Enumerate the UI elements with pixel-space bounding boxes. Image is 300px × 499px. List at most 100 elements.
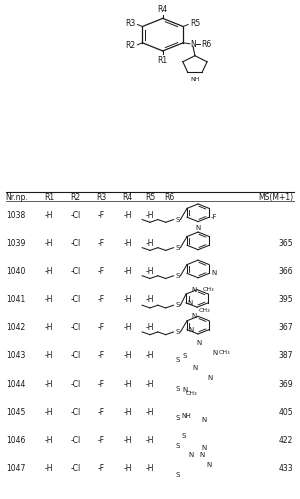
Text: -H: -H xyxy=(146,267,154,276)
Text: S: S xyxy=(176,217,180,223)
Text: N: N xyxy=(206,462,211,468)
Text: -H: -H xyxy=(146,239,154,248)
Text: CH₃: CH₃ xyxy=(219,350,231,355)
Text: 1045: 1045 xyxy=(6,408,25,417)
Text: NH: NH xyxy=(181,413,191,419)
Text: S: S xyxy=(176,273,180,279)
Text: R2: R2 xyxy=(70,193,80,202)
Text: R3: R3 xyxy=(125,19,136,28)
Text: 1047: 1047 xyxy=(6,464,25,473)
Text: N: N xyxy=(190,39,196,48)
Text: S: S xyxy=(176,415,180,421)
Text: -Cl: -Cl xyxy=(70,351,80,360)
Text: -H: -H xyxy=(123,436,132,445)
Text: -H: -H xyxy=(123,211,132,220)
Text: -Cl: -Cl xyxy=(70,408,80,417)
Text: -H: -H xyxy=(123,380,132,389)
Text: -H: -H xyxy=(146,295,154,304)
Text: R6: R6 xyxy=(201,39,211,48)
Text: S: S xyxy=(176,329,180,335)
Text: -H: -H xyxy=(123,267,132,276)
Text: MS(M+1): MS(M+1) xyxy=(258,193,293,202)
Text: -H: -H xyxy=(146,408,154,417)
Text: S: S xyxy=(176,387,180,393)
Text: -H: -H xyxy=(146,323,154,332)
Text: Nr.np.: Nr.np. xyxy=(6,193,28,202)
Text: N: N xyxy=(196,340,202,346)
Text: N: N xyxy=(212,350,218,356)
Text: 365: 365 xyxy=(279,239,293,248)
Text: 433: 433 xyxy=(279,464,293,473)
Text: -H: -H xyxy=(45,295,53,304)
Text: -Cl: -Cl xyxy=(70,464,80,473)
Text: -F: -F xyxy=(98,211,104,220)
Text: -F: -F xyxy=(98,436,104,445)
Text: N: N xyxy=(202,445,207,451)
Text: 405: 405 xyxy=(279,408,293,417)
Text: N: N xyxy=(196,225,201,231)
Text: -F: -F xyxy=(98,323,104,332)
Text: N: N xyxy=(199,452,204,458)
Text: N: N xyxy=(211,270,216,276)
Text: -H: -H xyxy=(146,380,154,389)
Text: N: N xyxy=(192,313,197,319)
Text: CH₃: CH₃ xyxy=(199,308,211,313)
Text: R1: R1 xyxy=(158,56,168,65)
Text: 1043: 1043 xyxy=(6,351,25,360)
Text: -Cl: -Cl xyxy=(70,323,80,332)
Text: 1038: 1038 xyxy=(6,211,25,220)
Text: 1044: 1044 xyxy=(6,380,25,389)
Text: -H: -H xyxy=(45,239,53,248)
Text: -H: -H xyxy=(45,323,53,332)
Text: N: N xyxy=(193,365,198,371)
Text: 1042: 1042 xyxy=(6,323,25,332)
Text: -H: -H xyxy=(45,351,53,360)
Text: -F: -F xyxy=(98,408,104,417)
Text: -H: -H xyxy=(123,239,132,248)
Text: -H: -H xyxy=(45,464,53,473)
Text: -H: -H xyxy=(45,380,53,389)
Text: 1039: 1039 xyxy=(6,239,25,248)
Text: -F: -F xyxy=(98,239,104,248)
Text: -Cl: -Cl xyxy=(70,211,80,220)
Text: R4: R4 xyxy=(158,4,168,13)
Text: S: S xyxy=(176,443,180,449)
Text: -H: -H xyxy=(146,211,154,220)
Text: 422: 422 xyxy=(279,436,293,445)
Text: N: N xyxy=(183,387,188,393)
Text: CH₃: CH₃ xyxy=(186,391,198,396)
Text: 369: 369 xyxy=(279,380,293,389)
Text: S: S xyxy=(176,357,180,363)
Text: -H: -H xyxy=(123,295,132,304)
Text: -Cl: -Cl xyxy=(70,436,80,445)
Text: 1040: 1040 xyxy=(6,267,25,276)
Text: R3: R3 xyxy=(96,193,106,202)
Text: R4: R4 xyxy=(122,193,133,202)
Text: -Cl: -Cl xyxy=(70,380,80,389)
Text: 367: 367 xyxy=(279,323,293,332)
Text: -Cl: -Cl xyxy=(70,295,80,304)
Text: N: N xyxy=(187,300,192,306)
Text: -H: -H xyxy=(123,351,132,360)
Text: 395: 395 xyxy=(279,295,293,304)
Text: -F: -F xyxy=(211,214,218,220)
Text: R5: R5 xyxy=(145,193,155,202)
Text: -H: -H xyxy=(45,267,53,276)
Text: N: N xyxy=(188,327,193,333)
Text: N: N xyxy=(207,375,213,381)
Text: N: N xyxy=(188,452,193,458)
Text: 1041: 1041 xyxy=(6,295,25,304)
Text: -H: -H xyxy=(45,211,53,220)
Text: -H: -H xyxy=(123,408,132,417)
Text: 387: 387 xyxy=(279,351,293,360)
Text: -H: -H xyxy=(45,408,53,417)
Text: -H: -H xyxy=(146,351,154,360)
Text: -F: -F xyxy=(98,267,104,276)
Text: N: N xyxy=(202,417,207,423)
Text: 1046: 1046 xyxy=(6,436,25,445)
Text: CH₃: CH₃ xyxy=(202,287,214,292)
Text: -H: -H xyxy=(146,436,154,445)
Text: -H: -H xyxy=(123,464,132,473)
Text: -F: -F xyxy=(98,295,104,304)
Text: -F: -F xyxy=(98,380,104,389)
